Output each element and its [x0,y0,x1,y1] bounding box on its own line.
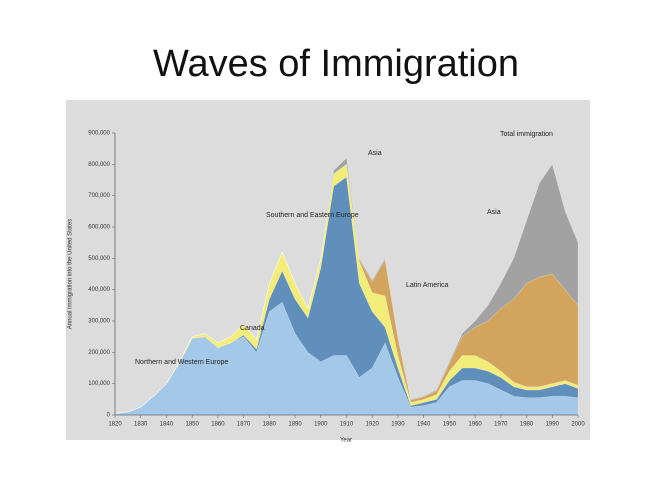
plot-area [114,157,579,416]
y-tick-label: 700,000 [88,193,110,199]
x-tick-label: 1900 [314,422,328,428]
x-tick-label: 1960 [468,422,482,428]
x-tick-label: 1860 [211,422,225,428]
x-tick-label: 1990 [546,422,560,428]
y-tick-label: 200,000 [88,350,110,356]
y-tick-label: 400,000 [88,287,110,293]
x-tick-label: 1920 [366,422,380,428]
series-label: Canada [240,325,265,332]
x-tick-label: 1850 [185,422,199,428]
y-tick-label: 100,000 [88,381,110,387]
series-label: Asia [487,209,501,216]
x-tick-label: 1980 [520,422,534,428]
slide-title: Waves of Immigration [153,43,519,85]
y-tick-label: 300,000 [88,319,110,325]
x-tick-label: 1880 [263,422,277,428]
x-tick-label: 1820 [108,422,122,428]
x-tick-label: 1830 [134,422,148,428]
series-label: Northern and Western Europe [135,359,228,366]
x-tick-label: 1870 [237,422,251,428]
x-tick-label: 1940 [417,422,431,428]
x-tick-label: 1930 [391,422,405,428]
x-tick-label: 1910 [340,422,354,428]
x-tick-label: 1970 [494,422,508,428]
x-tick-label: 2000 [571,422,585,428]
area [114,176,579,414]
y-tick-label: 600,000 [88,225,110,231]
x-tick-label: 1950 [443,422,457,428]
series-label: Asia [368,150,382,157]
series-label: Latin America [406,282,449,289]
y-tick-label: 0 [107,413,111,419]
area [114,163,579,414]
area [114,157,579,414]
x-tick-label: 1840 [160,422,174,428]
y-tick-label: 800,000 [88,162,110,168]
y-tick-label: 900,000 [88,131,110,137]
area [114,163,579,414]
annotation: Total immigration [500,131,553,138]
series-label: Southern and Eastern Europe [266,212,359,219]
y-axis-label: Annual immigration into the United State… [68,219,74,329]
x-tick-label: 1890 [288,422,302,428]
x-axis-label: Year [340,438,352,444]
y-tick-label: 500,000 [88,256,110,262]
